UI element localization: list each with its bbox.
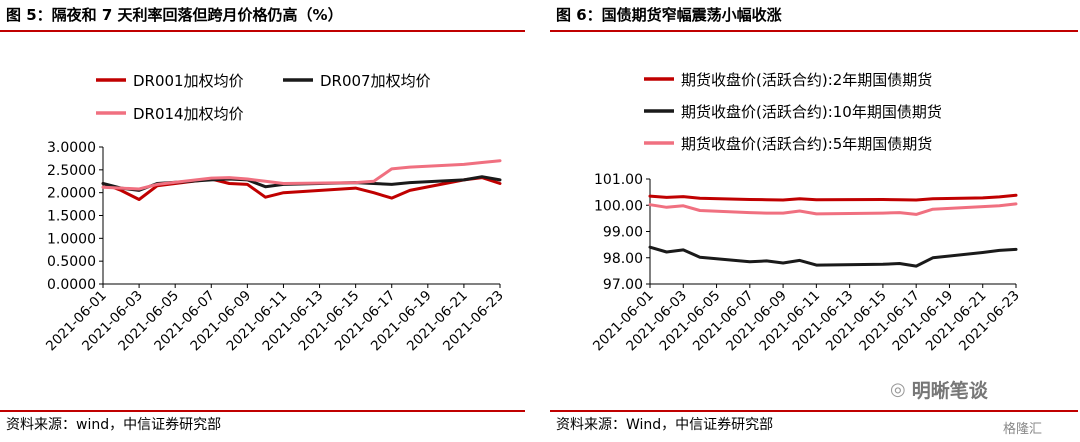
series-line [648, 245, 1018, 268]
legend-label: 期货收盘价(活跃合约):5年期国债期货 [681, 135, 932, 153]
series-line [648, 202, 1018, 216]
line-chart-interbank-rates: DR001加权均价 DR007加权均价 DR014加权均价 0.0000 0.5000 1… [43, 72, 507, 354]
chart-title: 图 5：隔夜和 7 天利率回落但跨月价格仍高（%） [6, 6, 343, 24]
chart-title: 图 6：国债期货窄幅震荡小幅收涨 [556, 6, 782, 24]
legend-label: 期货收盘价(活跃合约):2年期国债期货 [681, 71, 932, 89]
watermark-gelonghui: 格隆汇 [1003, 422, 1043, 437]
title-rule [0, 30, 525, 32]
watermark: ◎ 明晰笔谈 [890, 376, 988, 403]
wechat-bubble-icon: ◎ [890, 379, 906, 400]
line-chart-bond-futures: 期货收盘价(活跃合约):2年期国债期货期货收盘价(活跃合约):10年期国债期货期… [590, 71, 1023, 354]
source-note: 资料来源：Wind，中信证券研究部 [556, 417, 774, 433]
y-tick-label: 100.00 [594, 198, 643, 214]
legend-label: DR007加权均价 [320, 72, 431, 90]
chart-panel-right: 图 6：国债期货窄幅震荡小幅收涨 期货收盘价(活跃合约):2年期国债期货 期货收盘… [550, 0, 1080, 442]
source-rule [550, 410, 1078, 412]
title-rule [550, 30, 1078, 32]
y-tick-label: 2.5000 [47, 163, 96, 179]
source-note: 资料来源：wind，中信证券研究部 [6, 417, 222, 433]
y-tick-label: 2.0000 [47, 186, 96, 202]
series-line [648, 193, 1018, 202]
y-tick-label: 99.00 [603, 225, 643, 241]
legend-label: DR014加权均价 [133, 105, 244, 123]
chart-panel-left: 图 5：隔夜和 7 天利率回落但跨月价格仍高（%） DR001加权均价 DR007… [0, 0, 530, 442]
legend-label: DR001加权均价 [133, 72, 244, 90]
series-line [101, 159, 502, 191]
source-rule [0, 410, 525, 412]
y-tick-label: 98.00 [603, 251, 643, 267]
y-tick-label: 1.0000 [47, 231, 96, 247]
legend-label: 期货收盘价(活跃合约):10年期国债期货 [681, 103, 942, 121]
y-tick-label: 1.5000 [47, 209, 96, 225]
y-tick-label: 101.00 [594, 172, 643, 188]
y-tick-label: 0.0000 [47, 277, 96, 293]
y-tick-label: 97.00 [603, 277, 643, 293]
y-tick-label: 0.5000 [47, 254, 96, 270]
series-line [101, 176, 502, 201]
watermark-text: 明晰笔谈 [911, 380, 988, 402]
y-tick-label: 3.0000 [47, 140, 96, 156]
